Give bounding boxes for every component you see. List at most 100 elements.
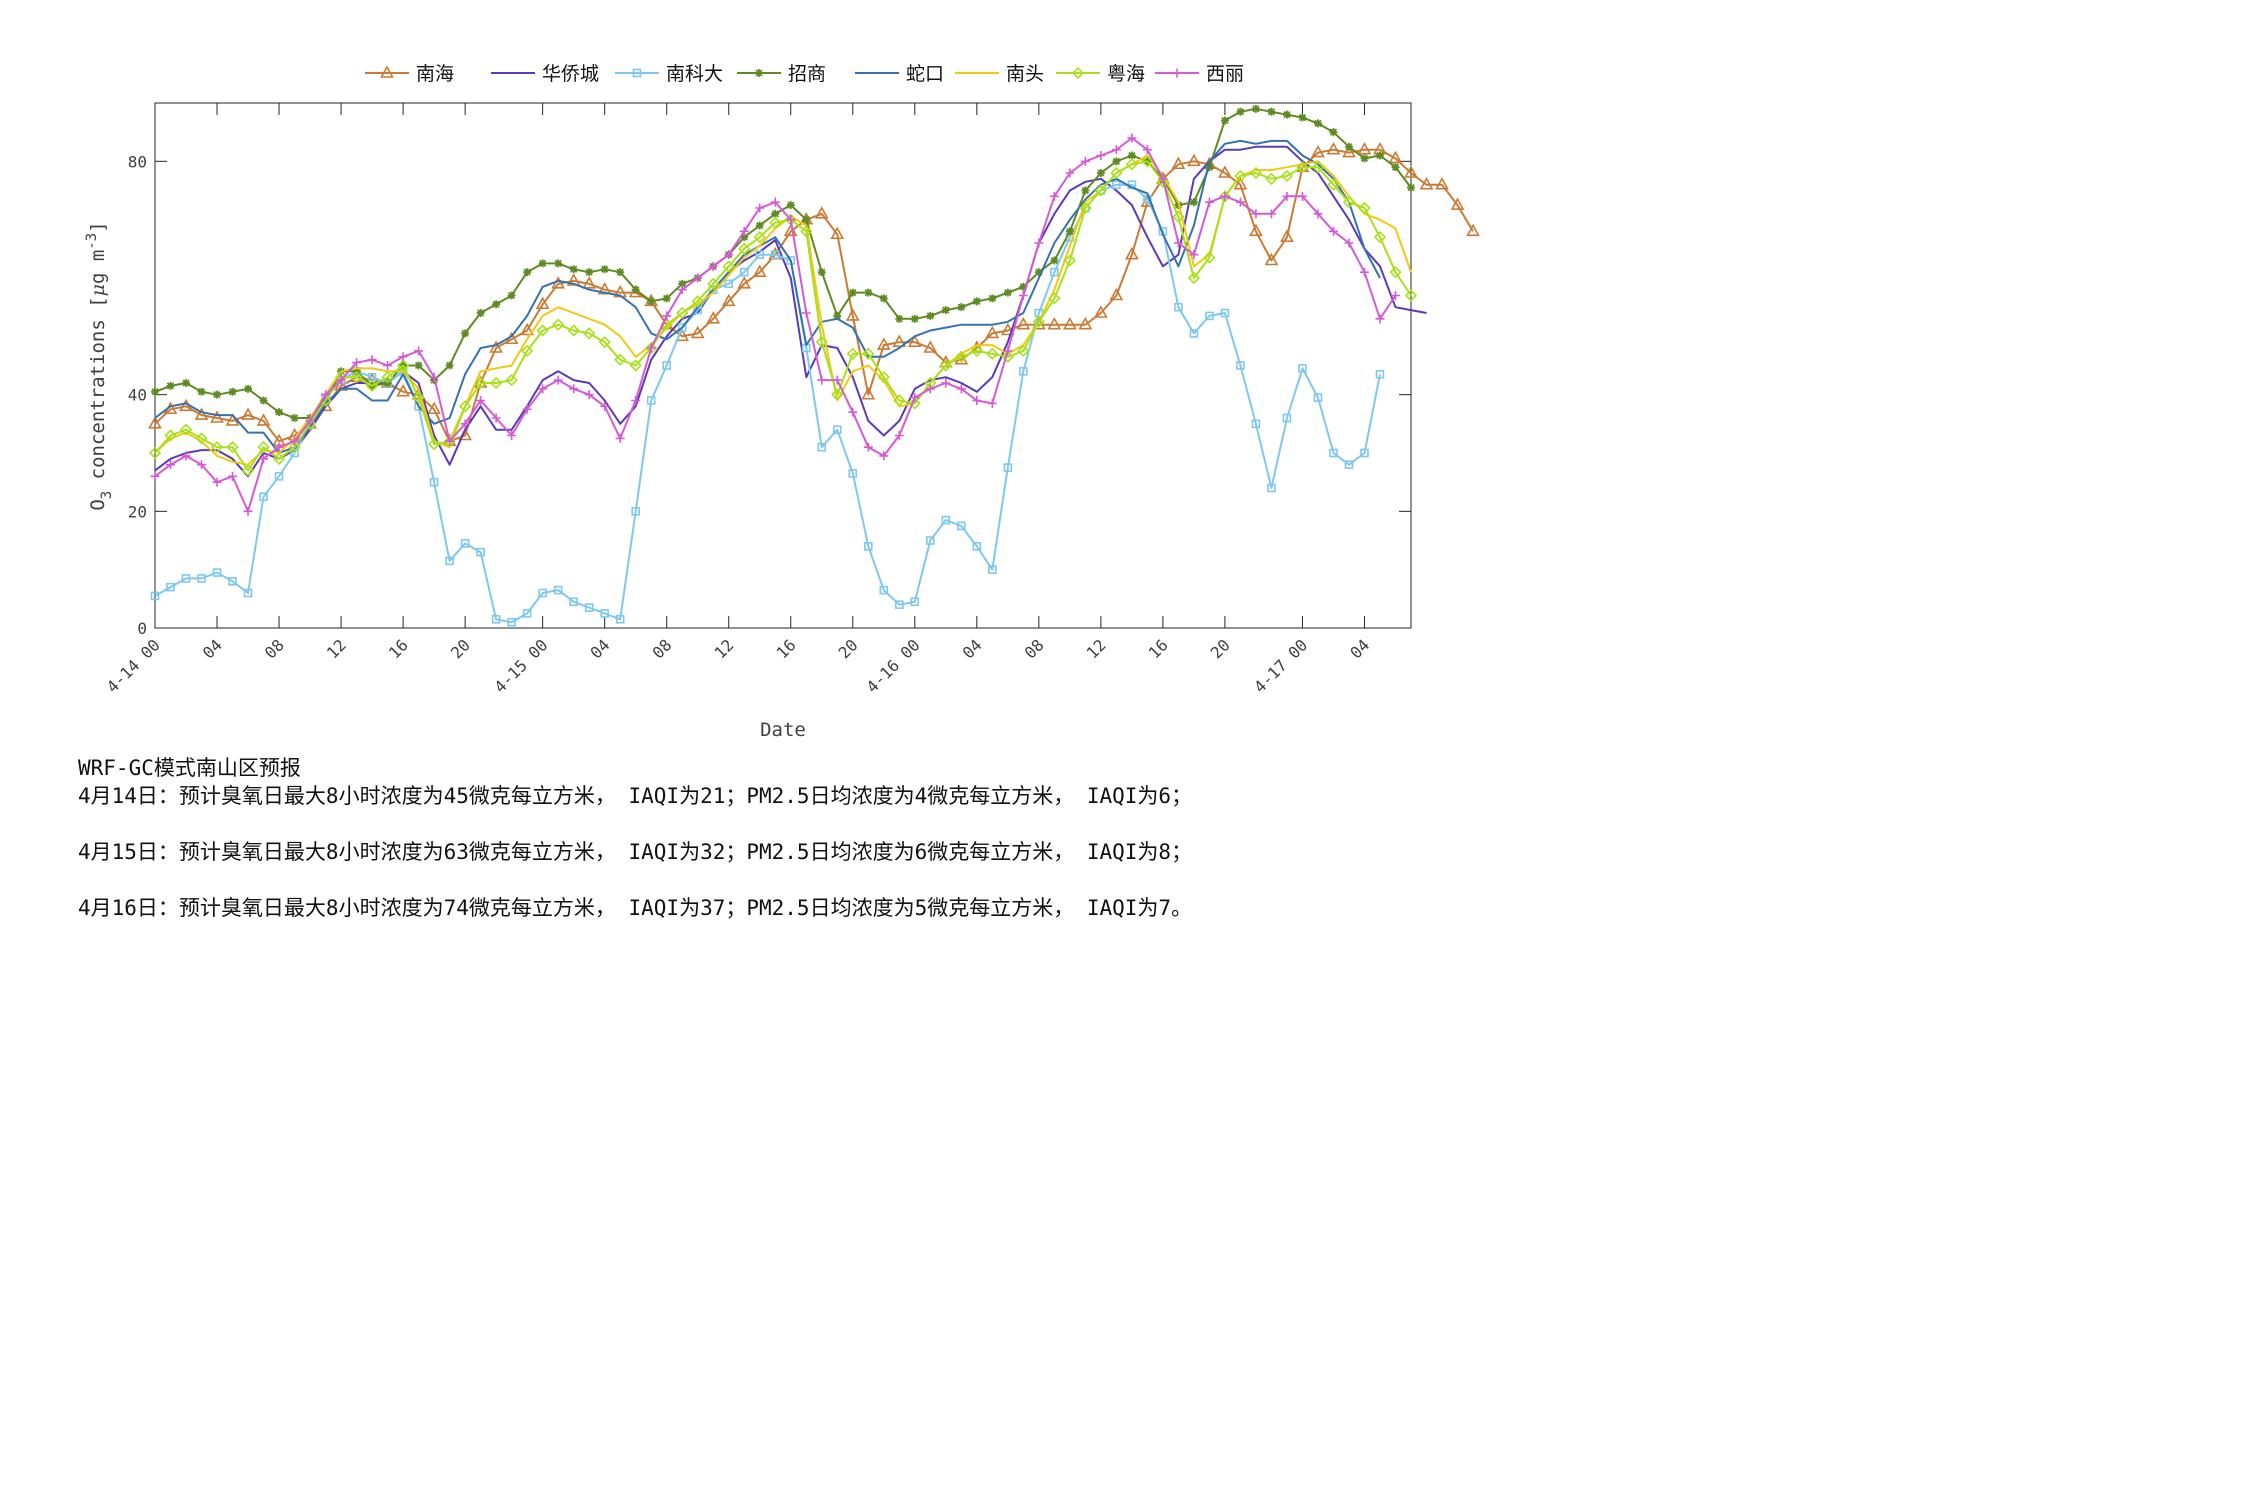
data-point [1158,174,1168,184]
data-point [740,233,749,242]
data-point [987,398,997,408]
data-point [908,397,921,410]
data-point [150,591,160,601]
data-point [1296,161,1309,174]
data-point [1173,238,1183,248]
data-point [1280,169,1294,183]
data-point [1358,201,1371,215]
data-point [244,384,253,393]
data-point [800,225,813,238]
x-tick-label: 20 [835,635,862,662]
data-point [910,597,920,607]
data-point [228,577,237,586]
data-point [755,69,763,77]
data-point [1220,191,1230,201]
data-point [1204,197,1214,207]
data-point [522,609,532,618]
legend-item: 华侨城 [491,63,599,85]
y-axis-label: O3 concentrations [μg m-3] [84,221,115,510]
data-point [755,221,764,230]
data-point [197,460,207,470]
data-point [1187,153,1201,167]
data-point [801,308,811,318]
data-point [629,359,642,372]
data-point [197,387,206,396]
data-point [1313,209,1323,219]
data-point [1050,256,1059,265]
data-point [1205,311,1214,321]
data-point [1404,165,1418,178]
data-point [830,226,845,240]
data-point [985,325,1000,339]
ozone-forecast-chart: 南海 华侨城 南科大 招商 蛇口 南头 粤海 西丽 0 20 40 80 4-14 00 04 08 12… [84,63,1480,741]
data-point [1220,116,1229,125]
data-point [538,384,548,394]
data-point [1019,282,1028,291]
data-point [1003,346,1013,356]
data-point [1003,288,1012,297]
data-point [1407,183,1415,192]
data-point [662,294,671,303]
y-axis-label-text: O3 concentrations [μg m-3] [84,221,115,510]
chart-legend: 南海 华侨城 南科大 招商 蛇口 南头 粤海 西丽 [365,63,1244,85]
data-point [1265,172,1278,185]
data-point [1344,460,1354,469]
series-8 [150,133,1400,516]
data-point [1189,198,1198,207]
data-point [1326,142,1341,155]
data-point [676,306,689,320]
data-point [1359,267,1369,277]
data-point [1375,151,1384,160]
data-point [166,460,176,470]
data-point [815,336,828,349]
data-point [396,384,410,397]
data-point [894,431,904,440]
data-point [492,300,501,309]
data-point [907,334,922,347]
y-label-main: ] [87,221,109,232]
data-point [846,347,859,360]
data-point [972,396,982,405]
data-point [1079,201,1092,215]
series-line [154,160,1412,472]
data-point [1071,66,1085,80]
data-point [598,336,611,349]
data-point [1080,156,1090,166]
data-point [646,343,656,353]
data-point [753,231,766,244]
legend-label: 南海 [416,63,454,85]
data-point [521,344,534,358]
data-point [164,429,177,442]
data-point [181,574,191,583]
data-point [1313,119,1322,128]
data-point [474,376,487,390]
data-point [662,311,672,321]
data-point [955,350,968,363]
data-point [1063,317,1077,330]
data-point [321,390,331,400]
data-point [848,407,858,417]
data-point [225,413,240,426]
data-point [520,322,535,336]
data-point [1313,393,1323,402]
data-point [290,436,300,446]
data-point [646,396,656,405]
data-point [616,268,625,277]
data-point [923,340,938,353]
data-point [212,568,222,577]
data-point [272,452,286,465]
data-point [647,297,656,306]
data-point [988,565,997,574]
data-point [895,314,904,323]
data-point [645,341,658,355]
data-point [1109,287,1124,301]
data-point [926,536,935,545]
data-point [1236,361,1245,370]
data-point [569,597,578,607]
data-point [584,603,594,612]
data-point [458,400,472,413]
data-point [290,448,299,458]
data-point [1234,169,1247,183]
data-point [600,265,609,274]
data-point [1388,150,1403,164]
